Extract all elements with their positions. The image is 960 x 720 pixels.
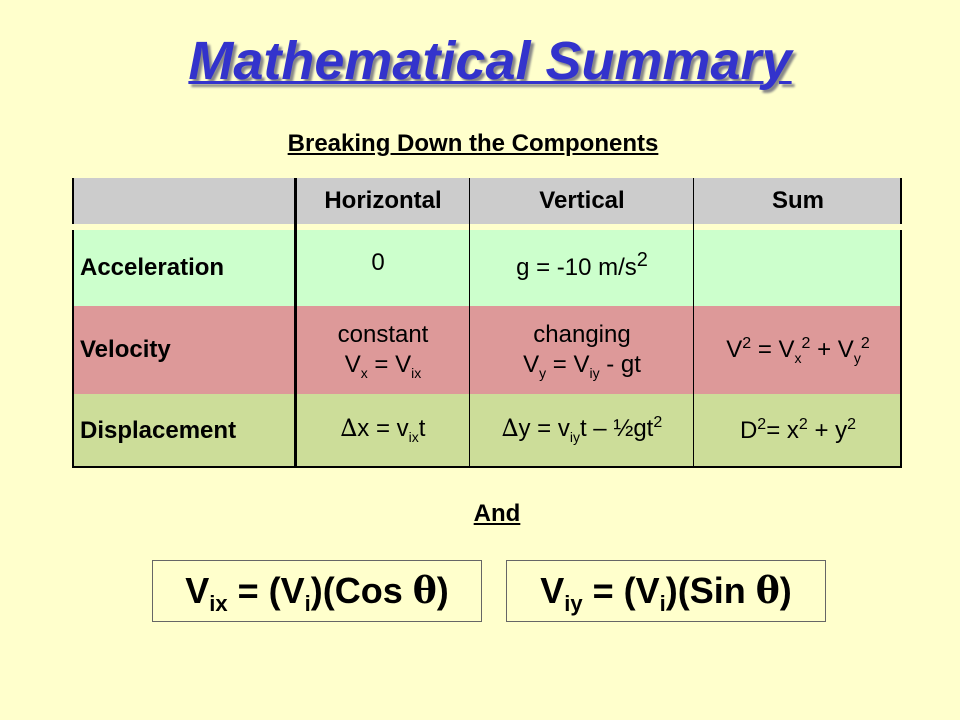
table-divider <box>294 178 297 468</box>
velocity-horizontal-formula: Vx = Vix <box>344 351 422 381</box>
formula-box-vix: Vix = (Vi)(Cos θ) <box>152 560 482 622</box>
header-sum: Sum <box>694 178 902 224</box>
table-divider <box>693 178 694 468</box>
delta-symbol: ∆ <box>501 413 519 442</box>
page-title: Mathematical Summary <box>188 31 792 91</box>
section-subtitle: Breaking Down the Components <box>287 130 659 157</box>
accel-horizontal: 0 <box>296 230 470 306</box>
theta-symbol: θ <box>755 570 780 612</box>
velocity-vertical: changing Vy = Viy - gt <box>470 306 694 394</box>
table-divider <box>469 178 470 468</box>
table-border <box>900 230 902 468</box>
row-label-velocity: Velocity <box>72 306 296 394</box>
displacement-horizontal: ∆x = vixt <box>296 394 470 468</box>
theta-symbol: θ <box>412 570 437 612</box>
header-horizontal: Horizontal <box>296 178 470 224</box>
header-corner-cell <box>72 178 296 224</box>
velocity-sum: V2 = Vx2 + Vy2 <box>694 306 902 394</box>
and-label: And <box>473 500 521 527</box>
table-border <box>72 466 902 468</box>
displacement-sum: D2= x2 + y2 <box>694 394 902 468</box>
header-vertical: Vertical <box>470 178 694 224</box>
row-label-acceleration: Acceleration <box>72 230 296 306</box>
velocity-vertical-formula: Vy = Viy - gt <box>523 351 641 381</box>
delta-symbol: ∆ <box>340 413 358 442</box>
accel-vertical: g = -10 m/s2 <box>470 230 694 306</box>
velocity-horizontal: constant Vx = Vix <box>296 306 470 394</box>
velocity-horizontal-desc: constant <box>337 321 429 348</box>
table-border <box>72 178 74 224</box>
velocity-vertical-desc: changing <box>533 321 631 348</box>
displacement-vertical: ∆y = viyt – ½gt2 <box>470 394 694 468</box>
row-label-displacement: Displacement <box>72 394 296 468</box>
formula-box-viy: Viy = (Vi)(Sin θ) <box>506 560 826 622</box>
table-border <box>72 230 74 468</box>
table-border <box>900 178 902 224</box>
accel-sum <box>694 230 902 306</box>
